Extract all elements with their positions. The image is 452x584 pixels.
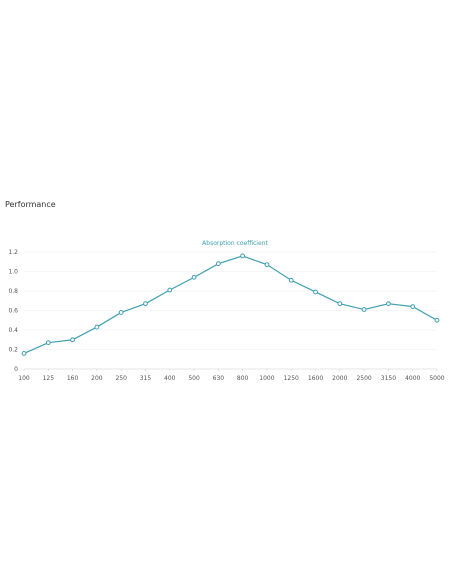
data-point[interactable] [118,310,124,315]
y-tick-label: 0.6 [8,308,18,315]
data-point[interactable] [264,262,270,268]
data-point[interactable] [191,274,197,280]
data-point[interactable] [410,304,416,309]
x-tick-label: 160 [67,375,79,382]
x-tick-label: 1250 [284,375,299,382]
data-point[interactable] [434,317,440,323]
x-tick-label: 2000 [332,375,347,382]
data-point[interactable] [94,324,100,330]
x-tick-label: 3150 [381,375,396,382]
x-tick-label: 250 [115,375,127,382]
x-tick-label: 400 [164,375,176,382]
y-tick-label: 0.8 [8,288,18,295]
data-point[interactable] [215,261,221,267]
x-tick-label: 4000 [405,375,420,382]
data-point[interactable] [240,253,246,259]
grid-lines [24,251,437,370]
x-tick-label: 5000 [429,375,444,382]
x-axis: 100 125 160 200 250 315 400 500 630 800 1000 1250 16… [18,369,445,382]
y-tick-label: 0 [14,366,18,373]
y-tick-label: 0.2 [8,347,18,354]
data-point[interactable] [70,337,75,343]
y-tick-label: 0.4 [8,327,18,334]
data-point[interactable] [386,301,391,307]
data-point[interactable] [361,307,367,312]
x-tick-label: 1000 [259,375,274,382]
legend-series-name: Absorption coefficient [202,240,268,247]
data-point[interactable] [45,340,51,346]
x-tick-label: 315 [140,375,152,382]
x-tick-label: 500 [188,375,200,382]
data-point[interactable] [167,287,173,293]
data-point[interactable] [143,301,148,307]
x-tick-label: 125 [43,375,55,382]
x-tick-label: 100 [18,375,30,382]
series-line [23,255,438,354]
data-point[interactable] [337,301,343,307]
data-point[interactable] [288,277,294,283]
x-tick-label: 2500 [356,375,371,382]
x-tick-label: 630 [213,375,225,382]
section-title: Performance [5,200,56,209]
line-chart: 0 0.2 0.4 0.6 0.8 1.0 1.2 100 125 160 200 250 315 40… [8,240,445,382]
y-axis: 0 0.2 0.4 0.6 0.8 1.0 1.2 [8,249,18,373]
y-tick-label: 1.2 [8,249,18,256]
data-point[interactable] [313,289,318,295]
x-tick-label: 200 [91,375,103,382]
x-tick-label: 800 [237,375,249,382]
data-point[interactable] [21,351,27,356]
series-absorption-coefficient [21,253,440,356]
x-tick-label: 1600 [308,375,323,382]
y-tick-label: 1.0 [8,269,18,276]
